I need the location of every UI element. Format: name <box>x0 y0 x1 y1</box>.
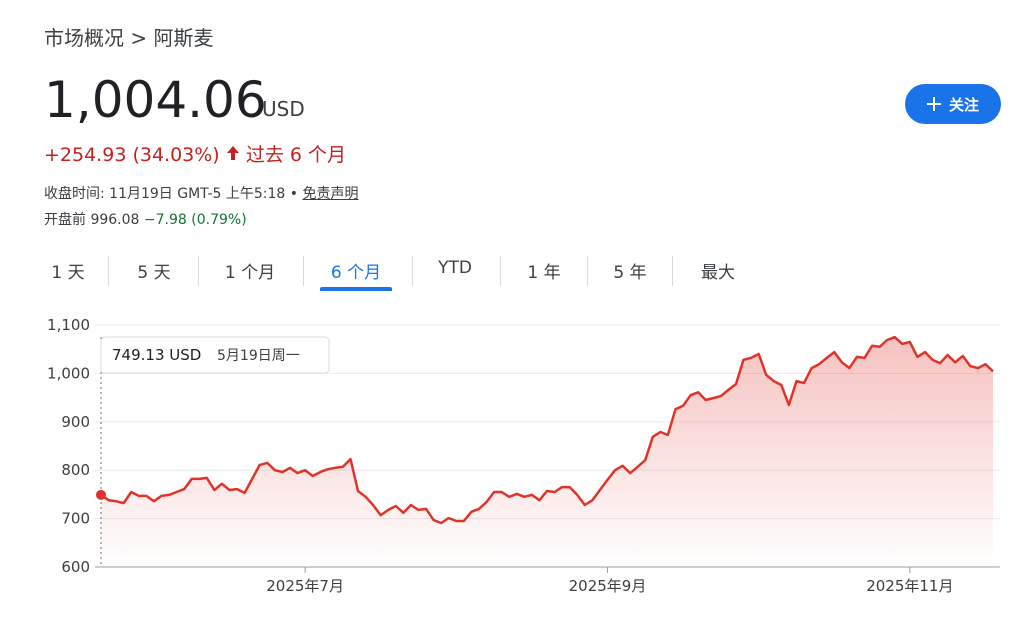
premarket-price: 996.08 <box>90 212 140 228</box>
tab-separator <box>672 256 673 286</box>
y-tick-label: 800 <box>61 461 90 479</box>
chart: 600 700 800 900 1,000 1,100 2025年7月 2025年9月 2025… <box>47 316 1000 595</box>
price: 1,004.06 <box>44 71 267 129</box>
tooltip <box>100 336 330 374</box>
range-tab[interactable]: 5 天 <box>137 263 171 283</box>
tooltip-date: 5月19日周一 <box>217 348 300 364</box>
y-tick-label: 700 <box>61 510 90 528</box>
period: 过去 6 个月 <box>245 144 346 166</box>
range-tab[interactable]: 5 年 <box>613 263 647 283</box>
premarket-label: 开盘前 <box>44 212 86 228</box>
range-tab[interactable]: YTD <box>438 258 472 278</box>
y-tick-label: 1,000 <box>47 364 90 382</box>
plus-icon <box>926 97 941 111</box>
x-tick-label: 2025年7月 <box>266 577 344 595</box>
breadcrumb-current: 阿斯麦 <box>153 26 214 50</box>
tab-separator <box>198 256 199 286</box>
area <box>101 337 993 567</box>
breadcrumb: 市场概况 > 阿斯麦 <box>44 22 213 51</box>
tab-separator <box>303 256 304 286</box>
premarket-change: −7.98 (0.79%) <box>143 212 247 228</box>
tab-separator <box>587 256 588 286</box>
x-tick-label: 2025年9月 <box>569 577 647 595</box>
range-tab[interactable]: 1 天 <box>51 263 85 283</box>
line <box>100 335 994 525</box>
tab-separator <box>108 256 109 286</box>
tab-separator <box>500 256 501 286</box>
close-info: 收盘时间: 11月19日 GMT-5 上午5:18 • 免责声明 <box>44 183 358 203</box>
premarket: 开盘前 996.08 −7.98 (0.79%) <box>44 209 247 229</box>
change: +254.93 (34.03%) <box>44 144 220 166</box>
breadcrumb-separator: > <box>130 26 148 50</box>
range-tab[interactable]: 1 年 <box>527 263 561 283</box>
follow-button[interactable]: 关注 <box>905 84 1001 124</box>
change-line: +254.93 (34.03%) 过去 6 个月 <box>44 140 346 167</box>
range-tabs: 1 天 5 天 1 个月 6 个月 YTD 1 年 5 年 最大 <box>0 250 1024 295</box>
breadcrumb-link[interactable]: 市场概况 <box>44 26 124 50</box>
hover-point <box>96 489 106 500</box>
tooltip-value: 749.13 USD <box>112 346 201 364</box>
range-tab[interactable]: 6 个月 <box>330 263 382 283</box>
active-tab-underline <box>320 287 392 291</box>
currency: USD <box>262 97 305 121</box>
bullet: • <box>289 186 299 202</box>
disclaimer-link[interactable]: 免责声明 <box>302 186 359 202</box>
follow-label: 关注 <box>948 95 979 114</box>
y-tick-label: 600 <box>61 558 90 576</box>
range-tab[interactable]: 1 个月 <box>224 263 276 283</box>
close-time: 收盘时间: 11月19日 GMT-5 上午5:18 <box>44 186 286 202</box>
y-tick-label: 1,100 <box>47 316 90 334</box>
range-tab[interactable]: 最大 <box>701 263 735 283</box>
tab-separator <box>412 256 413 286</box>
x-tick-label: 2025年11月 <box>866 577 953 595</box>
y-tick-label: 900 <box>61 413 90 431</box>
up-arrow <box>226 146 239 160</box>
